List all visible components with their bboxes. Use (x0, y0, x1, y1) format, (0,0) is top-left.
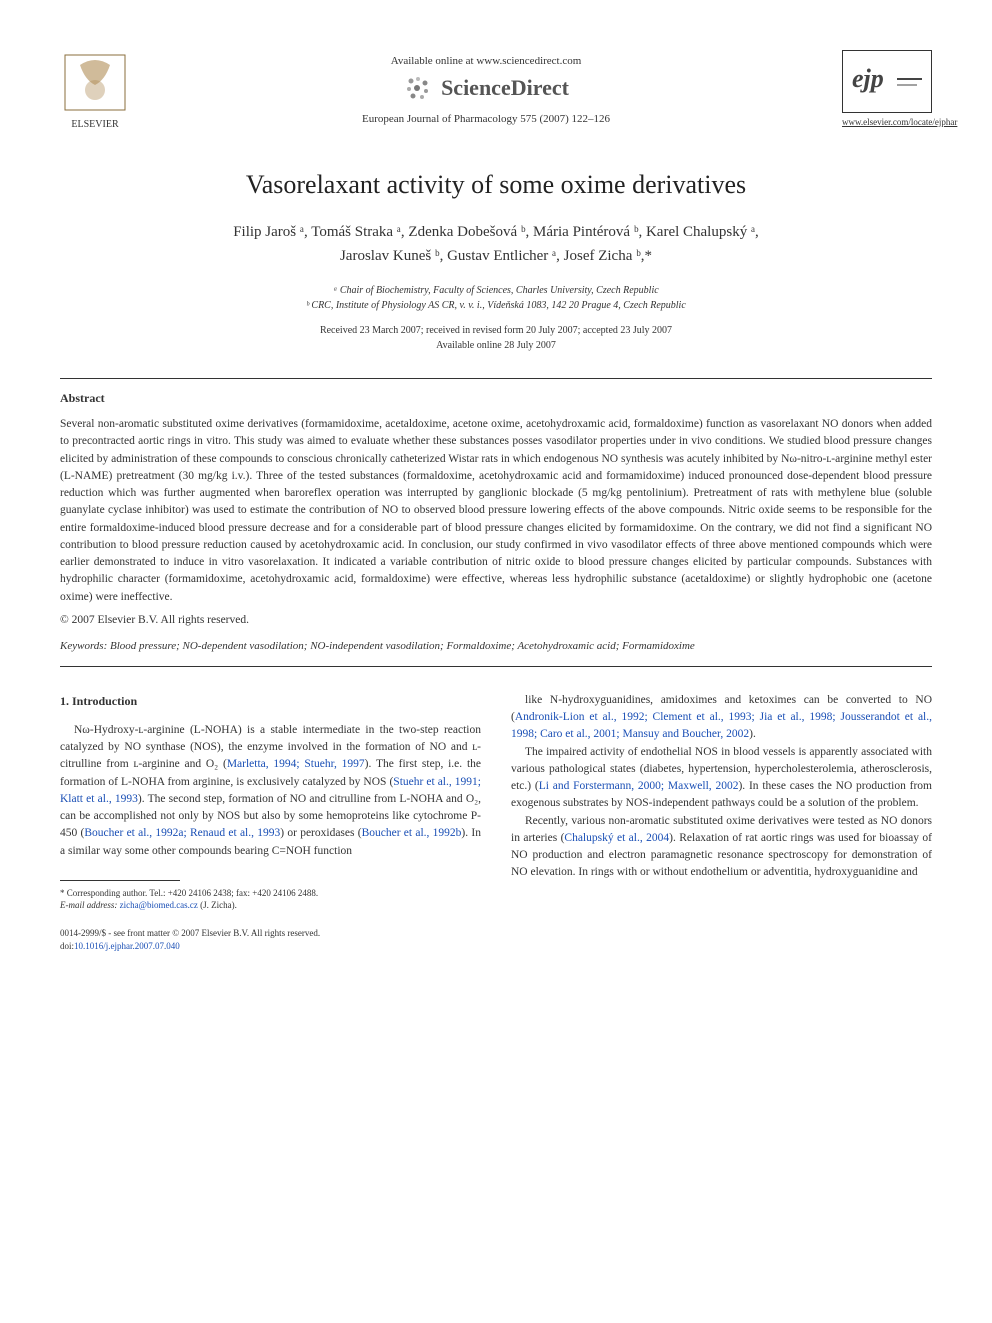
authors: Filip Jaroš ᵃ, Tomáš Straka ᵃ, Zdenka Do… (60, 220, 932, 268)
intro-heading: 1. Introduction (60, 692, 481, 710)
citation[interactable]: Chalupský et al., 2004 (564, 832, 669, 844)
received-date: Received 23 March 2007; received in revi… (60, 323, 932, 338)
abstract-heading: Abstract (60, 391, 932, 406)
authors-line1: Filip Jaroš ᵃ, Tomáš Straka ᵃ, Zdenka Do… (233, 224, 759, 240)
email-line: E-mail address: zicha@biomed.cas.cz (J. … (60, 899, 481, 912)
corresponding-footnote: * Corresponding author. Tel.: +420 24106… (60, 887, 481, 912)
affiliations: ᵃ Chair of Biochemistry, Faculty of Scie… (60, 283, 932, 313)
article-dates: Received 23 March 2007; received in revi… (60, 323, 932, 353)
affiliation-b: ᵇ CRC, Institute of Physiology AS CR, v.… (60, 298, 932, 313)
citation[interactable]: Li and Forstermann, 2000; Maxwell, 2002 (539, 780, 739, 792)
doi-link[interactable]: 10.1016/j.ejphar.2007.07.040 (74, 941, 180, 951)
available-online-text: Available online at www.sciencedirect.co… (130, 55, 842, 67)
journal-logo: ejp www.elsevier.com/locate/ejphar (842, 50, 932, 127)
body-columns: 1. Introduction Nω-Hydroxy-ʟ-arginine (L… (60, 692, 932, 952)
available-date: Available online 28 July 2007 (60, 338, 932, 353)
elsevier-logo: ELSEVIER (60, 50, 130, 130)
journal-reference: European Journal of Pharmacology 575 (20… (130, 113, 842, 125)
sciencedirect-icon (403, 73, 433, 103)
front-matter: 0014-2999/$ - see front matter © 2007 El… (60, 927, 481, 940)
footnote-separator (60, 880, 180, 881)
right-column: like N-hydroxyguanidines, amidoximes and… (511, 692, 932, 952)
header-row: ELSEVIER Available online at www.science… (60, 50, 932, 130)
intro-p1: Nω-Hydroxy-ʟ-arginine (L-NOHA) is a stab… (60, 722, 481, 860)
sciencedirect-logo: ScienceDirect (130, 73, 842, 103)
center-header: Available online at www.sciencedirect.co… (130, 50, 842, 125)
sciencedirect-text: ScienceDirect (441, 75, 569, 101)
affiliation-a: ᵃ Chair of Biochemistry, Faculty of Scie… (60, 283, 932, 298)
abstract-text: Several non-aromatic substituted oxime d… (60, 416, 932, 606)
left-column: 1. Introduction Nω-Hydroxy-ʟ-arginine (L… (60, 692, 481, 952)
rule-bottom (60, 666, 932, 667)
article-title: Vasorelaxant activity of some oxime deri… (60, 170, 932, 200)
footer: 0014-2999/$ - see front matter © 2007 El… (60, 927, 481, 952)
corresponding-author: * Corresponding author. Tel.: +420 24106… (60, 887, 481, 900)
intro-p3: The impaired activity of endothelial NOS… (511, 744, 932, 813)
svg-text:ELSEVIER: ELSEVIER (71, 119, 119, 130)
citation[interactable]: Boucher et al., 1992b (362, 827, 462, 839)
rule-top (60, 378, 932, 379)
intro-p4: Recently, various non-aromatic substitut… (511, 813, 932, 882)
ejp-box: ejp (842, 50, 932, 113)
email-address[interactable]: zicha@biomed.cas.cz (120, 900, 198, 910)
citation[interactable]: Marletta, 1994; Stuehr, 1997 (227, 758, 365, 770)
journal-url[interactable]: www.elsevier.com/locate/ejphar (842, 117, 932, 127)
intro-p2: like N-hydroxyguanidines, amidoximes and… (511, 692, 932, 744)
citation[interactable]: Boucher et al., 1992a; Renaud et al., 19… (84, 827, 280, 839)
citation[interactable]: Andronik-Lion et al., 1992; Clement et a… (511, 711, 932, 740)
authors-line2: Jaroslav Kuneš ᵇ, Gustav Entlicher ᵃ, Jo… (340, 248, 652, 264)
doi-line: doi:10.1016/j.ejphar.2007.07.040 (60, 940, 481, 953)
svg-text:ejp: ejp (852, 64, 884, 93)
copyright: © 2007 Elsevier B.V. All rights reserved… (60, 614, 932, 626)
keywords: Keywords: Blood pressure; NO-dependent v… (60, 640, 932, 652)
